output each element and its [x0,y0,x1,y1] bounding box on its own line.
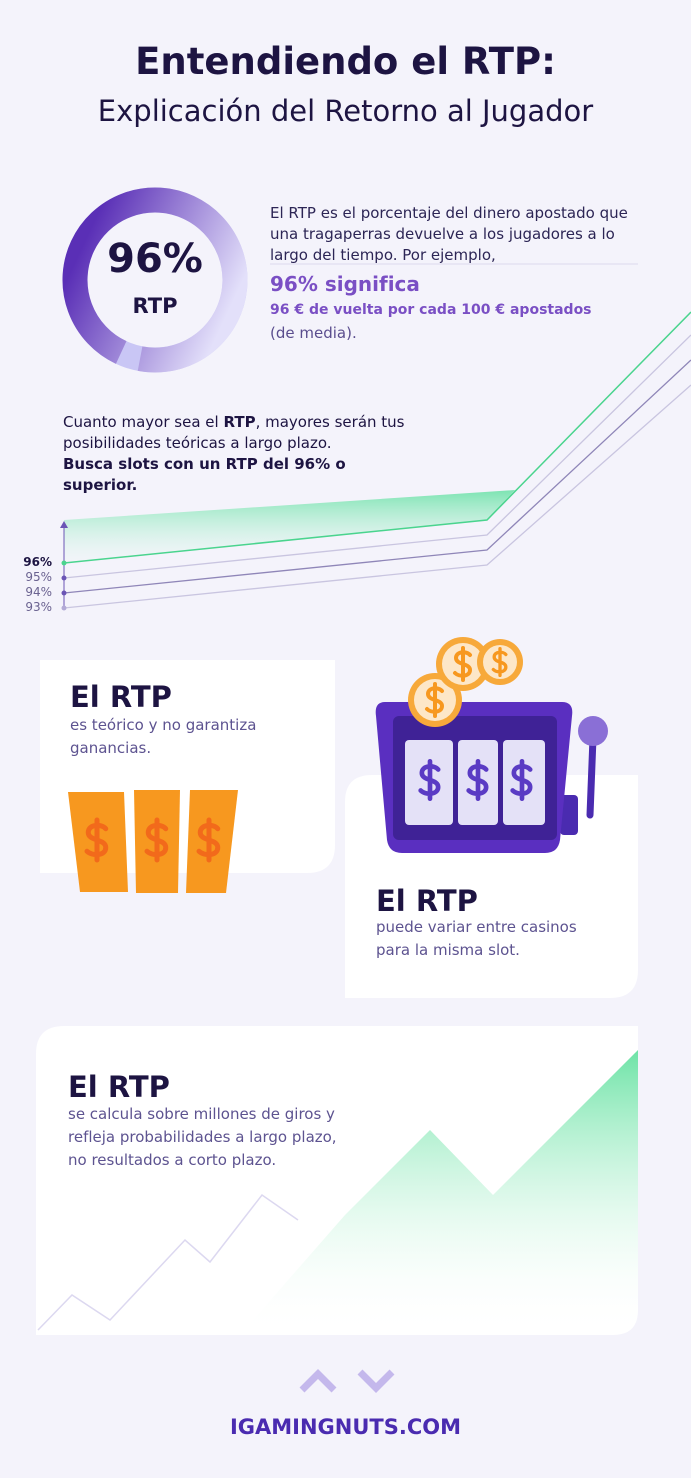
area [64,490,515,563]
slot-machine-icon [375,637,608,853]
line [63,384,691,609]
card-title: El RTP [68,1070,170,1104]
level-label: 93% [25,600,52,614]
highlight: 96% significa [270,272,420,296]
trend-line [37,1193,299,1331]
tip-text: , mayores serán tus posibilidades teóric… [63,413,405,452]
donut-caption: RTP [133,294,178,318]
tip-text: Cuanto mayor sea el [63,413,224,431]
tip: Cuanto mayor sea el RTP, mayores serán t… [63,412,423,496]
tip-bold: RTP [223,413,256,431]
card-title: El RTP [376,884,478,918]
card-text: es teórico y no garantiza ganancias. [70,716,257,757]
detail: 96 € de vuelta por cada 100 € apostados [270,302,592,318]
card-text: se calcula sobre millones de giros y ref… [68,1105,337,1169]
axis-arrow [60,521,68,528]
line [63,334,691,579]
line [63,311,691,564]
card-text: puede variar entre casinos para la misma… [376,918,577,959]
title: Entendiendo el RTP: [135,40,556,83]
reels-icon [68,790,238,893]
level-label: 94% [25,585,52,599]
chevron-up [299,1369,337,1393]
note: (de media). [270,324,357,342]
chevron-down [357,1369,395,1393]
trend-area [240,1050,638,1335]
subtitle: Explicación del Retorno al Jugador [97,94,594,128]
card-title: El RTP [70,680,172,714]
tip-emphasis: Busca slots con un RTP del 96% o superio… [63,455,346,494]
donut-arc [62,187,248,373]
line [63,359,691,594]
level-label: 95% [25,570,52,584]
donut-label: 96% [107,236,203,282]
brand[interactable]: IGAMINGNUTS.COM [229,1415,462,1439]
intro-text: El RTP es el porcentaje del dinero apost… [270,204,628,264]
level-label: 96% [23,555,52,569]
